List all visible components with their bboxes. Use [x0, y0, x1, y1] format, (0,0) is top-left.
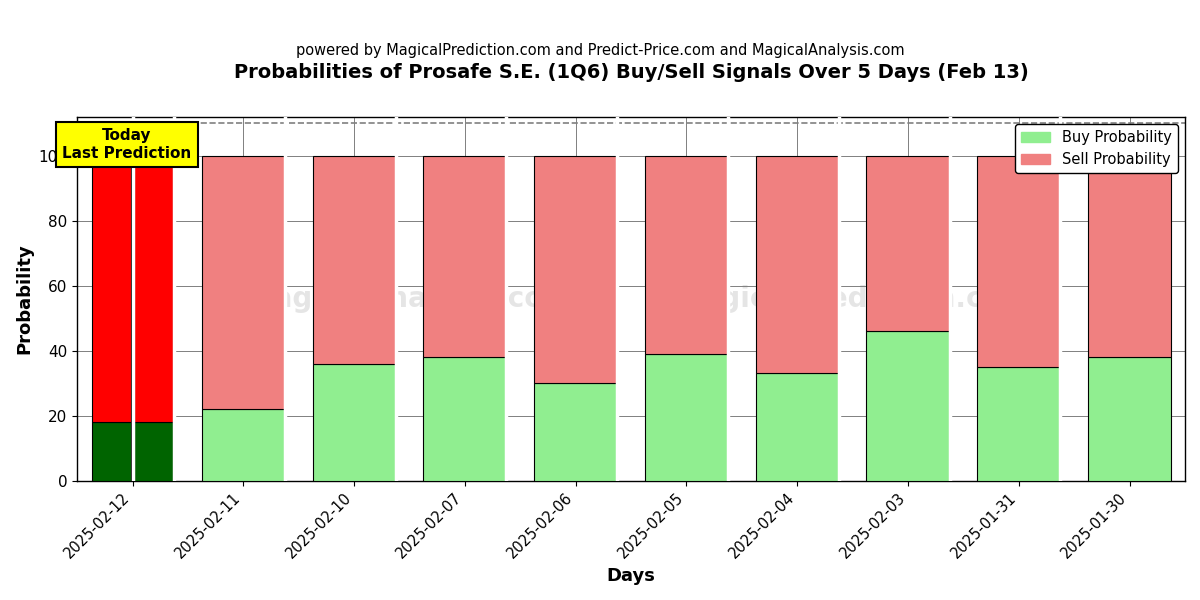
- Bar: [977, 156, 1061, 367]
- Bar: [133, 422, 173, 481]
- Bar: [534, 156, 617, 383]
- Bar: [644, 156, 728, 354]
- Bar: [202, 409, 284, 481]
- Y-axis label: Probability: Probability: [14, 244, 32, 354]
- Bar: [1088, 156, 1171, 357]
- X-axis label: Days: Days: [607, 567, 655, 585]
- Bar: [756, 373, 839, 481]
- Bar: [756, 156, 839, 373]
- Bar: [92, 156, 132, 422]
- Legend: Buy Probability, Sell Probability: Buy Probability, Sell Probability: [1015, 124, 1177, 173]
- Bar: [1088, 357, 1171, 481]
- Text: powered by MagicalPrediction.com and Predict-Price.com and MagicalAnalysis.com: powered by MagicalPrediction.com and Pre…: [295, 43, 905, 58]
- Bar: [312, 156, 396, 364]
- Text: MagicalPrediction.com: MagicalPrediction.com: [674, 285, 1031, 313]
- Text: MagicalAnalysis.com: MagicalAnalysis.com: [246, 285, 572, 313]
- Text: Today
Last Prediction: Today Last Prediction: [62, 128, 192, 161]
- Bar: [202, 156, 284, 409]
- Bar: [424, 357, 506, 481]
- Bar: [977, 367, 1061, 481]
- Bar: [312, 364, 396, 481]
- Bar: [644, 354, 728, 481]
- Bar: [424, 156, 506, 357]
- Bar: [534, 383, 617, 481]
- Bar: [133, 156, 173, 422]
- Bar: [866, 331, 949, 481]
- Title: Probabilities of Prosafe S.E. (1Q6) Buy/Sell Signals Over 5 Days (Feb 13): Probabilities of Prosafe S.E. (1Q6) Buy/…: [234, 63, 1028, 82]
- Bar: [866, 156, 949, 331]
- Bar: [92, 422, 132, 481]
